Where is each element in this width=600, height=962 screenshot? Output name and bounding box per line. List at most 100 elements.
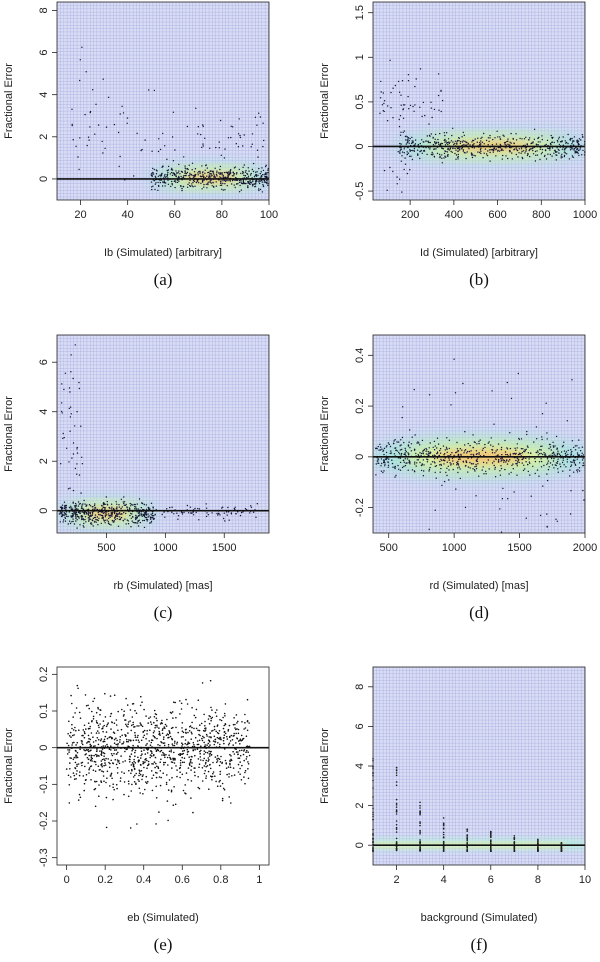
data-point [147, 780, 149, 783]
data-point [130, 512, 132, 515]
data-point [498, 459, 500, 461]
data-point [398, 453, 401, 455]
data-point [210, 173, 213, 175]
data-point [538, 453, 541, 455]
data-point [232, 744, 234, 746]
x-tick-label: 10 [579, 874, 591, 886]
data-point [219, 761, 222, 763]
data-point [183, 761, 185, 764]
data-point [380, 465, 382, 467]
data-point [428, 134, 431, 137]
data-point [527, 463, 529, 466]
data-point [206, 167, 208, 169]
data-point [429, 451, 431, 453]
data-point [441, 157, 443, 159]
data-point [72, 502, 74, 504]
data-point [63, 507, 66, 510]
data-point [203, 179, 205, 181]
data-point [395, 847, 398, 850]
data-point [420, 469, 423, 472]
data-point [148, 740, 150, 742]
plot-background [373, 667, 585, 865]
data-point [196, 740, 199, 742]
data-point [204, 720, 206, 723]
data-point [407, 452, 409, 454]
data-point [171, 136, 174, 138]
data-point [70, 694, 72, 697]
data-point [134, 731, 136, 734]
data-point [435, 148, 437, 150]
data-point [561, 148, 564, 150]
data-point [571, 137, 573, 140]
data-point [135, 772, 137, 775]
data-point [126, 122, 128, 125]
data-point [562, 136, 564, 138]
data-point [153, 180, 155, 182]
data-point [564, 452, 567, 455]
data-point [558, 143, 561, 146]
data-point [199, 752, 201, 755]
data-point [159, 761, 161, 763]
data-point [195, 727, 198, 730]
data-point [188, 175, 190, 177]
data-point [233, 175, 235, 177]
data-point [87, 136, 90, 138]
data-point [549, 153, 551, 156]
data-point [104, 516, 107, 518]
data-point [528, 458, 530, 460]
data-point [126, 507, 128, 509]
data-point [548, 466, 550, 468]
data-point [495, 450, 497, 452]
data-point [516, 465, 518, 467]
data-point [525, 136, 527, 138]
data-point [382, 450, 384, 453]
data-point [76, 463, 78, 465]
data-point [147, 508, 150, 510]
data-point [191, 733, 193, 735]
data-point [78, 474, 81, 476]
data-point [213, 735, 216, 738]
data-point [129, 761, 131, 763]
data-point [254, 116, 257, 119]
data-point [119, 780, 122, 782]
data-point [81, 743, 84, 746]
data-point [85, 505, 88, 507]
data-point [126, 740, 128, 743]
data-point [552, 451, 555, 454]
data-point [236, 183, 238, 185]
data-point [448, 439, 451, 441]
data-point [435, 465, 438, 467]
data-point [192, 741, 195, 744]
data-point [179, 762, 182, 764]
data-point [519, 453, 521, 456]
data-point [226, 735, 228, 738]
data-point [395, 772, 398, 774]
data-point [241, 764, 243, 767]
data-point [444, 134, 446, 137]
data-point [118, 165, 120, 168]
data-point [106, 737, 109, 740]
data-point [68, 506, 71, 509]
data-point [457, 153, 459, 156]
data-point [171, 767, 173, 769]
data-point [182, 735, 184, 738]
data-point [231, 175, 234, 177]
data-point [473, 147, 476, 149]
data-point [104, 514, 106, 516]
data-point [390, 107, 392, 109]
y-tick-label: 6 [38, 49, 50, 55]
data-point [118, 504, 120, 506]
data-point [94, 514, 97, 516]
data-point [450, 454, 452, 456]
data-point [102, 517, 104, 520]
data-point [68, 735, 71, 737]
data-point [472, 434, 474, 436]
data-point [140, 507, 142, 509]
data-point [125, 738, 128, 741]
data-point [76, 763, 78, 766]
data-point [130, 505, 132, 507]
data-point [125, 503, 127, 506]
data-point [556, 448, 558, 450]
y-axis-title: Fractional Error [3, 63, 15, 139]
data-point [576, 140, 578, 142]
